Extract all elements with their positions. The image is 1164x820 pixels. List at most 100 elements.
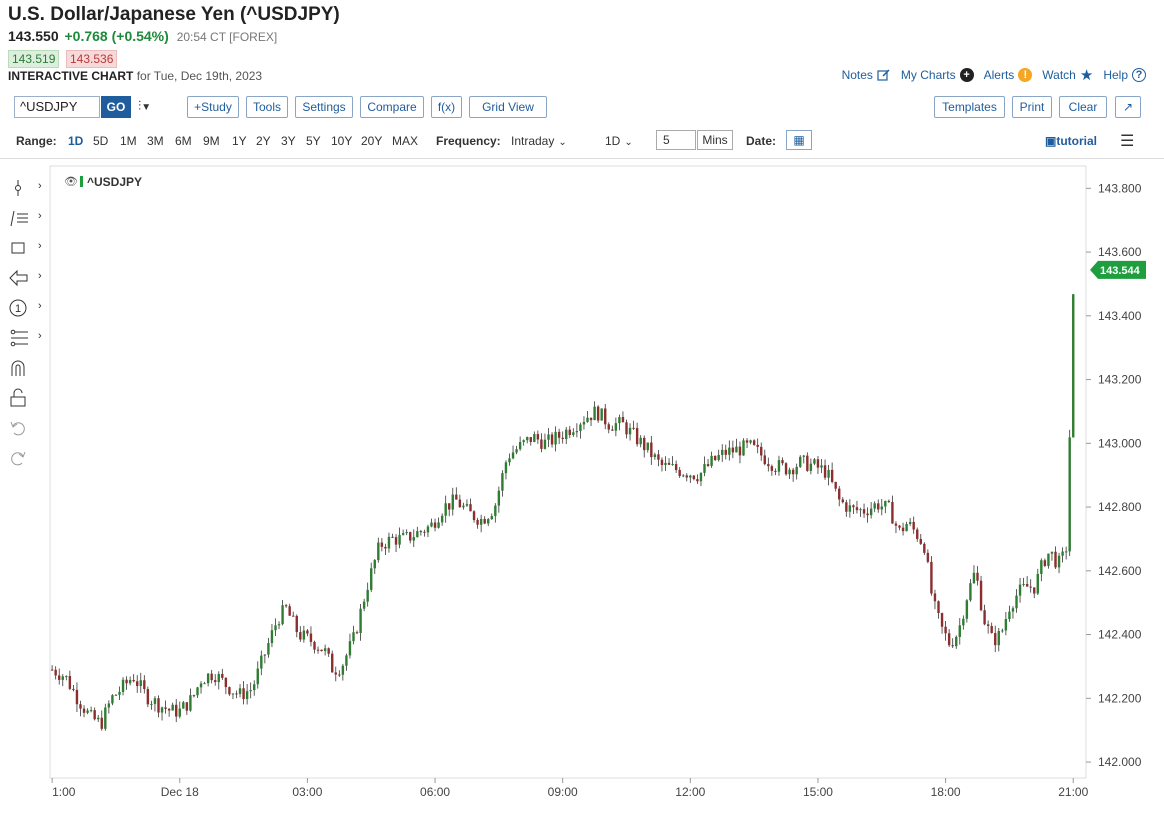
draw-tool[interactable]: › — [8, 208, 48, 232]
candle-body — [940, 613, 944, 627]
shape-tool[interactable]: › — [8, 238, 48, 262]
watch-link[interactable]: Watch ★ — [1042, 66, 1093, 84]
fibonacci-tool[interactable]: › — [8, 328, 48, 352]
my-charts-link[interactable]: My Charts + — [901, 68, 974, 82]
candle-body — [210, 673, 213, 681]
period-dropdown[interactable]: 1D ⌄ — [605, 134, 633, 148]
candle-body — [412, 537, 415, 541]
candle-body — [742, 440, 745, 456]
templates-button[interactable]: Templates — [934, 96, 1005, 118]
redo-tool[interactable] — [8, 448, 48, 472]
range-label: Range: — [16, 134, 57, 148]
chevron-down-icon: ▼ — [141, 102, 152, 113]
arrow-tool[interactable]: › — [8, 268, 48, 292]
notes-link[interactable]: Notes — [842, 68, 891, 82]
range-10y[interactable]: 10Y — [331, 134, 353, 148]
candle-body — [185, 702, 189, 711]
candle-body — [309, 633, 313, 642]
candle-body — [575, 431, 579, 433]
candle-body — [245, 691, 249, 700]
candle-body — [990, 626, 993, 634]
y-tick-label: 143.600 — [1098, 245, 1142, 259]
y-tick-label: 142.400 — [1098, 628, 1142, 642]
candle-body — [717, 454, 720, 461]
candle-body — [862, 509, 866, 514]
chart-type-dropdown[interactable]: ⫶▼ — [138, 98, 151, 114]
candle-body — [540, 439, 543, 449]
x-tick-label: 12:00 — [675, 785, 705, 799]
candle-body — [284, 605, 288, 607]
interval-unit[interactable]: Mins — [697, 130, 733, 150]
candle-body — [799, 456, 802, 467]
tutorial-link[interactable]: ▣tutorial — [1045, 134, 1097, 148]
candle-body — [121, 679, 125, 692]
eye-icon[interactable]: 👁 — [64, 175, 78, 188]
expand-icon: ↗ — [1122, 100, 1134, 114]
hamburger-menu-icon[interactable]: ☰ — [1120, 133, 1135, 150]
candle-body — [157, 698, 160, 713]
range-3m[interactable]: 3M — [147, 134, 164, 148]
candle-body — [951, 645, 954, 647]
candle-body — [838, 488, 841, 500]
candle-body — [859, 509, 862, 511]
candle-body — [682, 475, 685, 477]
range-max[interactable]: MAX — [392, 134, 419, 148]
settings-button[interactable]: Settings — [295, 96, 353, 118]
range-6m[interactable]: 6M — [175, 134, 192, 148]
range-9m[interactable]: 9M — [203, 134, 220, 148]
candle-body — [260, 655, 263, 669]
expand-button[interactable]: ↗ — [1115, 96, 1141, 118]
instrument-title: U.S. Dollar/Japanese Yen (^USDJPY) — [8, 4, 340, 25]
go-button[interactable]: GO — [101, 96, 131, 118]
candle-body — [373, 560, 376, 569]
candle-body — [476, 519, 479, 525]
print-button[interactable]: Print — [1012, 96, 1052, 118]
chevron-right-icon: › — [38, 330, 42, 342]
candle-body — [511, 452, 515, 459]
clear-button[interactable]: Clear — [1059, 96, 1107, 118]
candle-body — [430, 522, 433, 527]
candle-body — [331, 653, 334, 673]
range-1m[interactable]: 1M — [120, 134, 137, 148]
frequency-dropdown[interactable]: Intraday ⌄ — [511, 134, 567, 148]
help-link[interactable]: Help ? — [1103, 68, 1146, 82]
y-tick-label: 143.400 — [1098, 309, 1142, 323]
tools-button[interactable]: Tools — [246, 96, 288, 118]
range-2y[interactable]: 2Y — [256, 134, 271, 148]
symbol-input[interactable]: ^USDJPY — [14, 96, 100, 118]
range-20y[interactable]: 20Y — [361, 134, 383, 148]
range-3y[interactable]: 3Y — [281, 134, 296, 148]
annotation-tool[interactable]: 1 › — [8, 298, 48, 322]
candle-body — [352, 632, 355, 642]
range-5y[interactable]: 5Y — [306, 134, 321, 148]
candle-body — [327, 648, 330, 654]
chart-heading: INTERACTIVE CHART for Tue, Dec 19th, 202… — [8, 69, 262, 83]
grid-view-button[interactable]: Grid View — [469, 96, 547, 118]
candle-body — [667, 462, 671, 465]
price-chart[interactable]: 142.000 142.200 142.400 142.600 142.800 143.0… — [0, 160, 1164, 820]
magnet-tool[interactable] — [8, 358, 48, 382]
interval-input[interactable]: 5 — [656, 130, 696, 150]
candle-body — [1068, 437, 1071, 552]
function-button[interactable]: f(x) — [431, 96, 462, 118]
crosshair-tool[interactable]: › — [8, 178, 48, 202]
lock-tool[interactable] — [8, 388, 48, 412]
range-1y[interactable]: 1Y — [232, 134, 247, 148]
alerts-link[interactable]: Alerts ! — [984, 68, 1033, 82]
candle-body — [75, 689, 79, 705]
range-5d[interactable]: 5D — [93, 134, 109, 148]
crosshair-icon — [15, 180, 21, 196]
top-links: Notes My Charts + Alerts ! Watch ★ Help … — [842, 66, 1146, 84]
undo-tool[interactable] — [8, 418, 48, 442]
candle-body — [653, 454, 657, 458]
calendar-button[interactable]: ▦ — [786, 130, 812, 150]
candle-body — [891, 501, 894, 524]
candle-body — [965, 600, 969, 619]
range-1d[interactable]: 1D — [68, 134, 84, 148]
compare-button[interactable]: Compare — [360, 96, 424, 118]
candle-body — [873, 503, 876, 509]
candle-body — [270, 630, 274, 644]
candle-body — [362, 601, 366, 609]
study-button[interactable]: +Study — [187, 96, 239, 118]
quote-line: 143.550 +0.768 (+0.54%) 20:54 CT [FOREX] — [8, 28, 277, 44]
